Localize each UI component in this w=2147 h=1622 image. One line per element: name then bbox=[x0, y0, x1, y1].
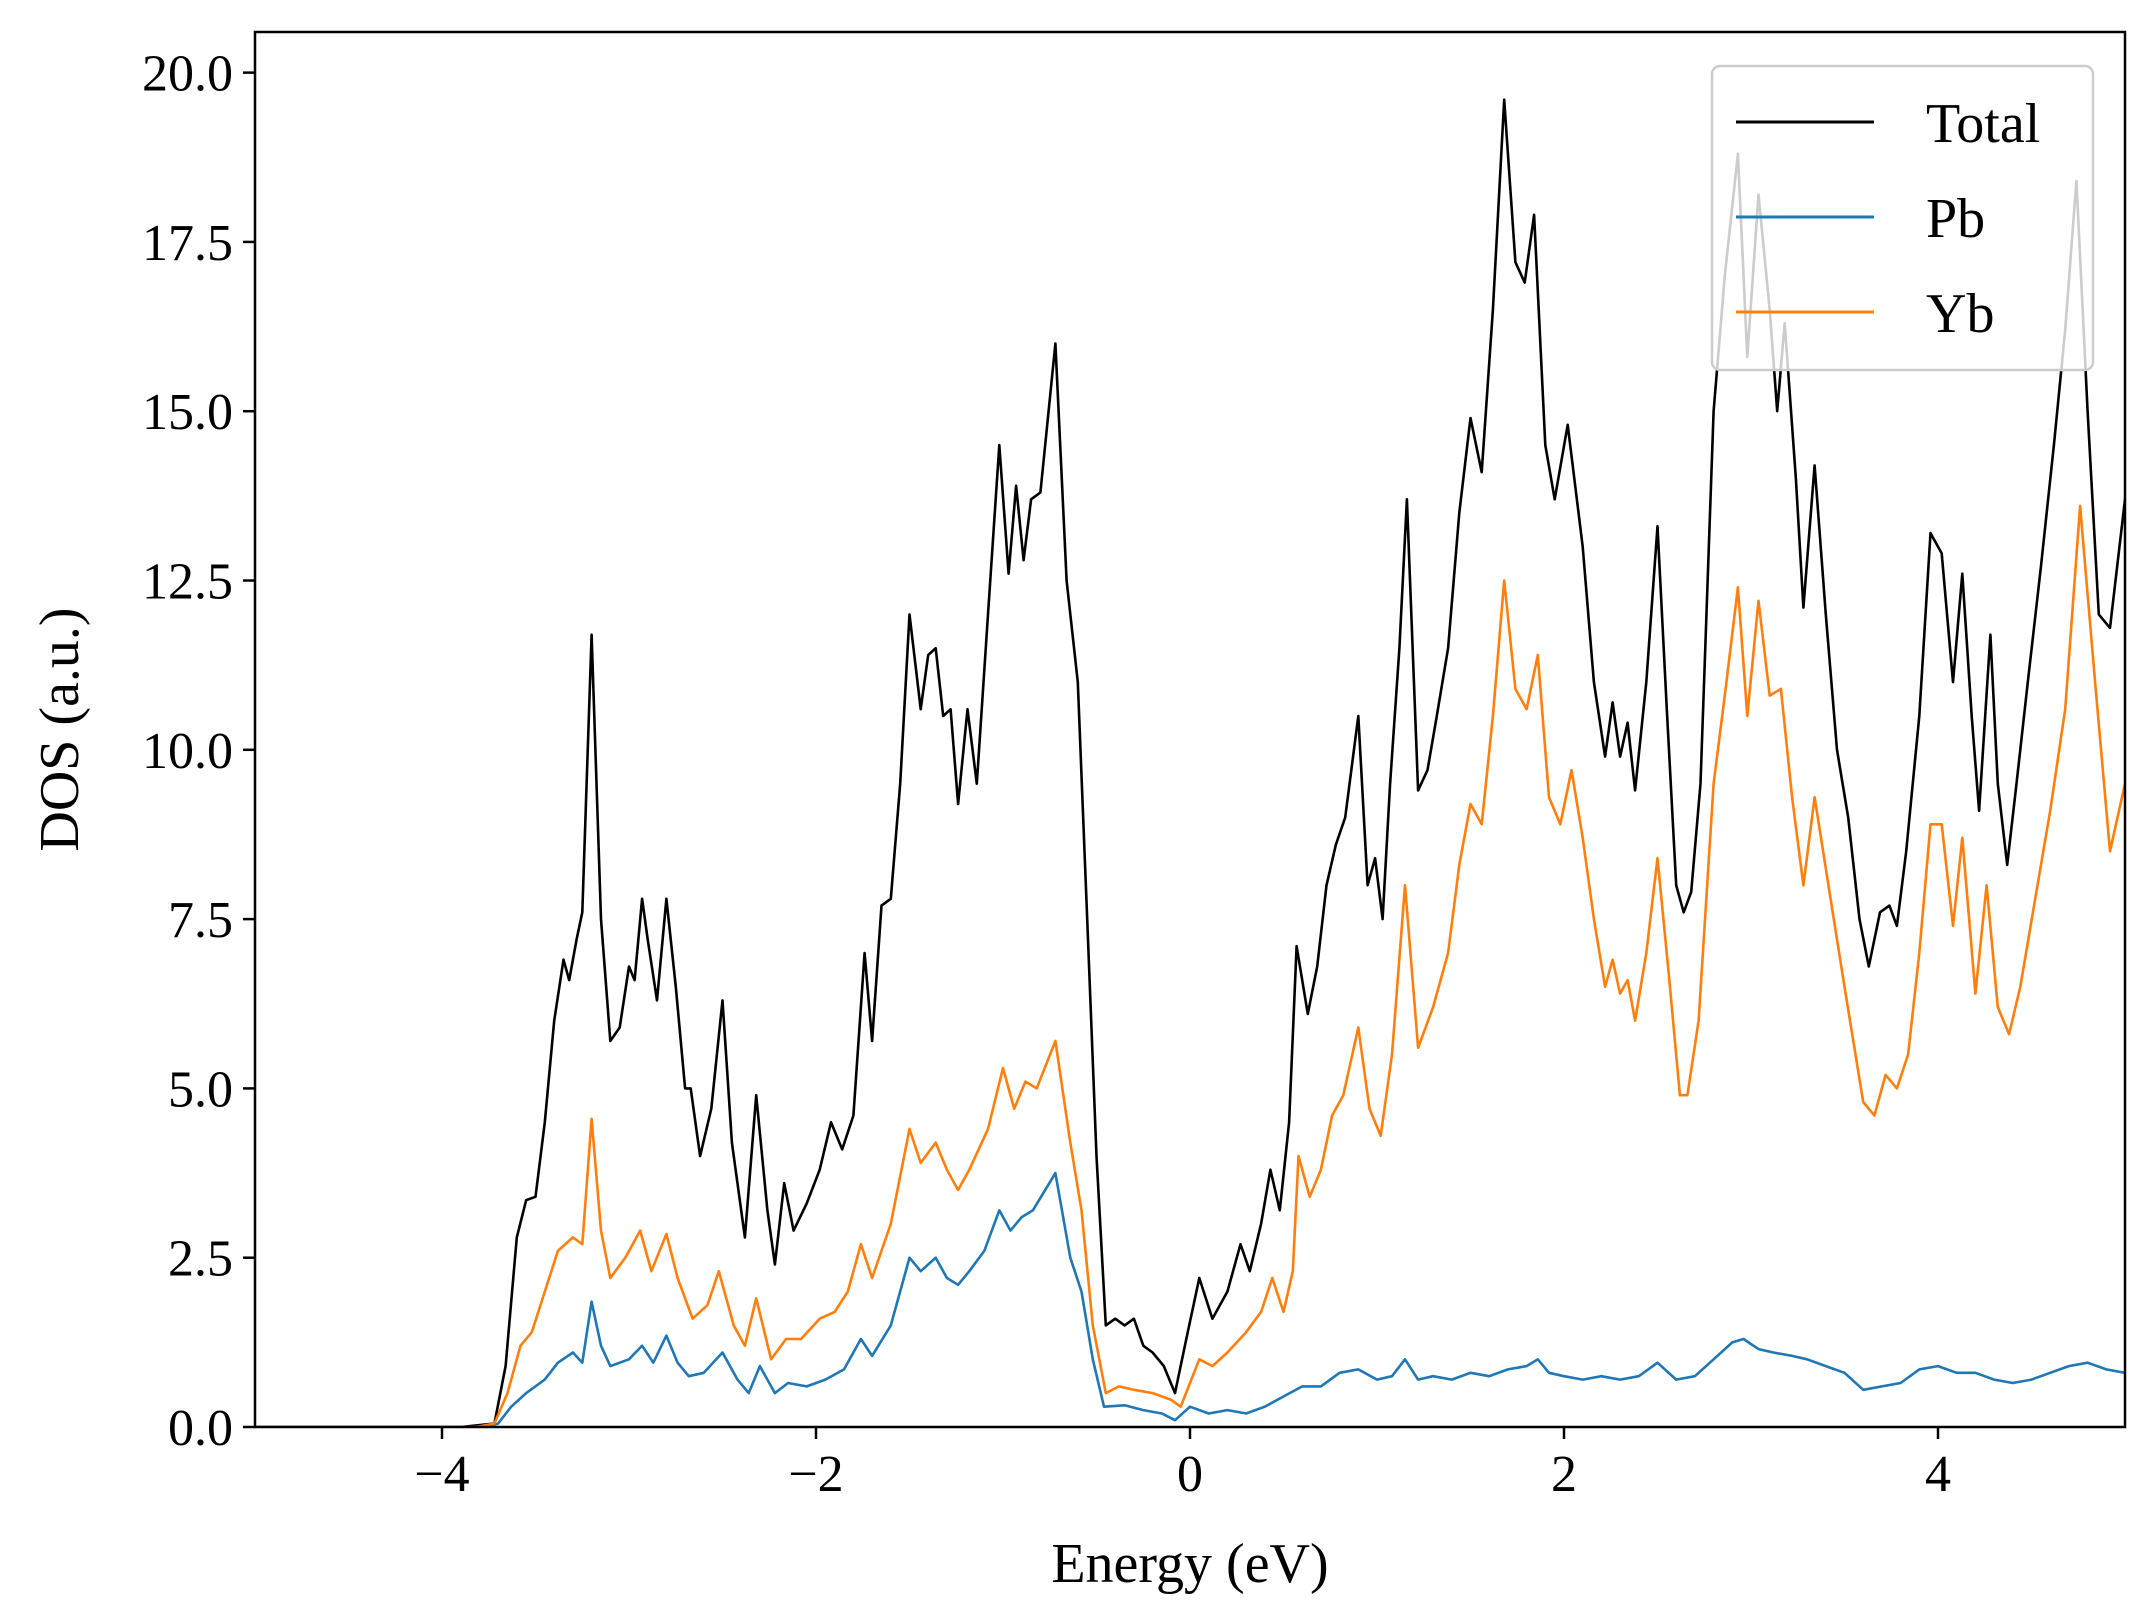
legend-box bbox=[1710, 64, 2095, 372]
x-tick-label: −4 bbox=[414, 1446, 469, 1503]
legend-label-yb: Yb bbox=[1926, 283, 1994, 345]
legend: Total Pb Yb bbox=[1710, 64, 2095, 372]
x-axis: −4 −2 0 2 4 bbox=[414, 1427, 1951, 1503]
y-tick-label: 15.0 bbox=[142, 384, 233, 441]
x-tick-label: 0 bbox=[1177, 1446, 1203, 1503]
y-tick-label: 17.5 bbox=[142, 215, 233, 272]
x-axis-label: Energy (eV) bbox=[1051, 1533, 1328, 1595]
y-tick-label: 5.0 bbox=[168, 1061, 233, 1118]
series-line-yb bbox=[255, 504, 2125, 1427]
y-tick-label: 12.5 bbox=[142, 554, 233, 611]
x-tick-label: 4 bbox=[1925, 1446, 1951, 1503]
series-line-pb bbox=[255, 1171, 2125, 1427]
series-line-total bbox=[255, 98, 2125, 1427]
x-tick-label: 2 bbox=[1551, 1446, 1577, 1503]
x-tick-label: −2 bbox=[788, 1446, 843, 1503]
y-tick-label: 0.0 bbox=[168, 1400, 233, 1457]
y-tick-label: 10.0 bbox=[142, 723, 233, 780]
y-tick-label: 7.5 bbox=[168, 892, 233, 949]
legend-label-total: Total bbox=[1926, 93, 2040, 155]
y-axis-label: DOS (a.u.) bbox=[29, 607, 91, 851]
y-axis: 0.0 2.5 5.0 7.5 10.0 12.5 15.0 17.5 20.0 bbox=[142, 46, 255, 1457]
series-layer bbox=[255, 98, 2125, 1427]
y-tick-label: 20.0 bbox=[142, 46, 233, 103]
legend-label-pb: Pb bbox=[1926, 188, 1985, 250]
y-tick-label: 2.5 bbox=[168, 1231, 233, 1288]
